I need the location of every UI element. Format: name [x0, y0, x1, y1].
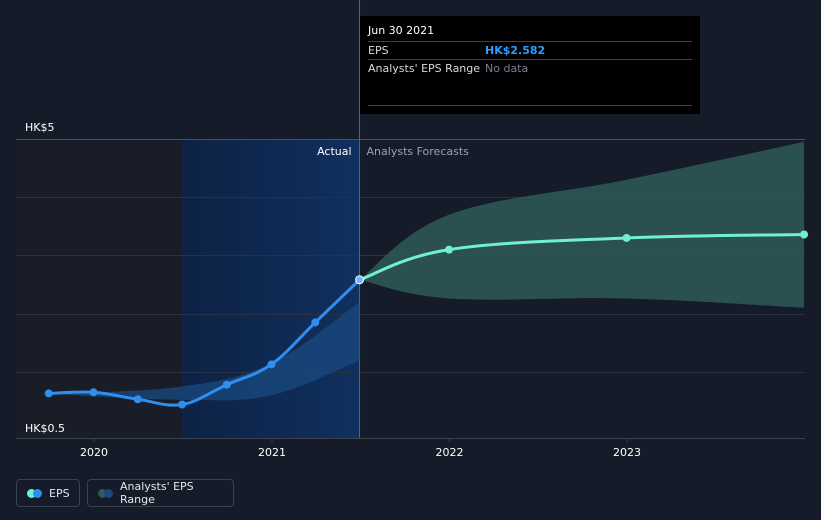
eps-forecast-point[interactable] — [800, 230, 809, 239]
y-axis-top-label: HK$5 — [25, 121, 54, 134]
legend-range-label: Analysts' EPS Range — [120, 480, 194, 506]
forecast-eps-range-band — [359, 141, 805, 308]
tooltip-range-value: No data — [485, 62, 529, 75]
legend-item-eps[interactable]: EPS — [16, 479, 80, 507]
tooltip-divider — [368, 105, 692, 106]
eps-actual-point[interactable] — [133, 395, 142, 404]
eps-forecast-dot-icon — [27, 488, 36, 498]
legend-item-eps-range[interactable]: Analysts' EPS Range — [87, 479, 234, 507]
tooltip-row-eps: EPS HK$2.582 — [368, 41, 692, 59]
tooltip-eps-label: EPS — [368, 44, 389, 57]
tooltip-date: Jun 30 2021 — [368, 24, 435, 37]
eps-actual-point[interactable] — [44, 389, 53, 398]
eps-actual-point[interactable] — [355, 275, 365, 285]
x-tick-label: 2023 — [613, 446, 641, 459]
eps-forecast-point[interactable] — [445, 245, 454, 254]
eps-tooltip: Jun 30 2021 EPS HK$2.582 Analysts' EPS R… — [360, 16, 700, 114]
tooltip-row-range: Analysts' EPS Range No data — [368, 59, 692, 77]
range-legend-icon — [98, 488, 113, 498]
tooltip-eps-value: HK$2.582 — [485, 44, 546, 57]
eps-actual-point[interactable] — [267, 360, 276, 369]
eps-actual-point[interactable] — [222, 380, 231, 389]
tooltip-range-label: Analysts' EPS Range — [368, 62, 481, 75]
eps-actual-point[interactable] — [178, 400, 187, 409]
legend-eps-label: EPS — [49, 486, 70, 500]
x-tick-label: 2022 — [436, 446, 464, 459]
eps-actual-point[interactable] — [89, 388, 98, 397]
eps-actual-point[interactable] — [311, 318, 320, 327]
actual-eps-range-band — [48, 302, 360, 401]
eps-actual-dot-icon — [33, 488, 42, 498]
eps-forecast-point[interactable] — [622, 233, 631, 242]
actual-region-label: Actual — [317, 145, 351, 158]
forecast-region-label: Analysts Forecasts — [367, 145, 470, 158]
forecast-range-dot-icon — [98, 488, 107, 498]
x-tick-label: 2021 — [258, 446, 286, 459]
eps-forecast-line — [358, 232, 806, 282]
x-tick-label: 2020 — [80, 446, 108, 459]
y-axis-bottom-label: HK$0.5 — [25, 422, 65, 435]
actual-range-dot-icon — [104, 488, 113, 498]
eps-legend-icon — [27, 488, 42, 498]
